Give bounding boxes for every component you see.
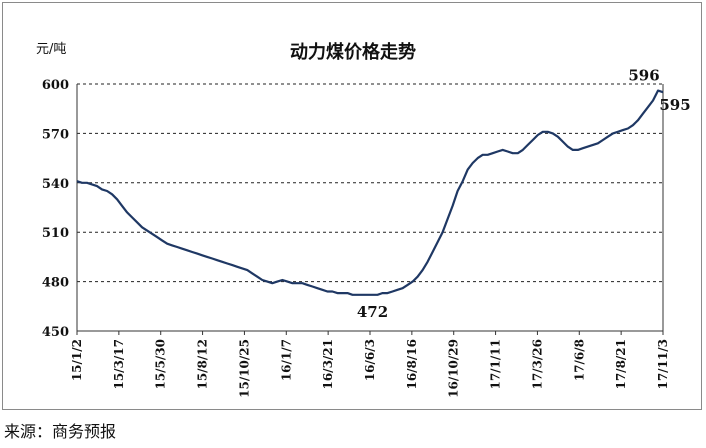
x-tick-label: 15/10/25 xyxy=(237,339,251,398)
x-tick-label: 16/1/7 xyxy=(279,339,293,381)
y-tick-label: 540 xyxy=(42,177,69,192)
x-tick-label: 15/8/12 xyxy=(196,339,210,390)
series-group xyxy=(76,89,664,296)
y-tick-label: 450 xyxy=(42,325,69,340)
annotation-595: 595 xyxy=(659,96,690,114)
x-tick-label: 17/11/3 xyxy=(656,339,670,390)
y-tick-label: 480 xyxy=(42,276,69,291)
x-tick-label: 15/1/2 xyxy=(70,339,84,381)
series-line-coal-price xyxy=(76,89,664,296)
y-tick-label: 570 xyxy=(42,127,69,142)
x-tick-labels: 15/1/2 15/3/17 15/5/30 15/8/12 15/10/25 16/1/… xyxy=(70,331,670,398)
source-note: 来源：商务预报 xyxy=(4,422,117,441)
x-tick-label: 16/8/16 xyxy=(405,339,419,390)
x-tick-label: 17/6/8 xyxy=(572,339,586,381)
y-tick-label: 600 xyxy=(42,78,69,93)
x-tick-label: 17/1/11 xyxy=(489,339,503,390)
y-tick-label: 510 xyxy=(42,226,69,241)
x-tick-label: 17/8/21 xyxy=(614,339,628,390)
x-tick-label: 15/3/17 xyxy=(112,339,126,390)
x-tick-label: 15/5/30 xyxy=(154,339,168,390)
chart-title: 动力煤价格走势 xyxy=(290,41,416,63)
y-tick-labels: 450 480 510 540 570 600 xyxy=(42,78,69,340)
x-tick-label: 16/6/3 xyxy=(363,339,377,381)
x-tick-label: 17/3/26 xyxy=(530,339,544,390)
annotation-472: 472 xyxy=(357,303,388,321)
x-tick-label: 16/3/21 xyxy=(321,339,335,390)
grid-lines xyxy=(77,83,663,283)
y-axis-unit: 元/吨 xyxy=(36,42,66,57)
axes xyxy=(76,84,664,332)
chart-frame xyxy=(2,2,702,410)
annotation-596: 596 xyxy=(628,67,659,85)
x-tick-label: 16/10/29 xyxy=(447,339,461,398)
